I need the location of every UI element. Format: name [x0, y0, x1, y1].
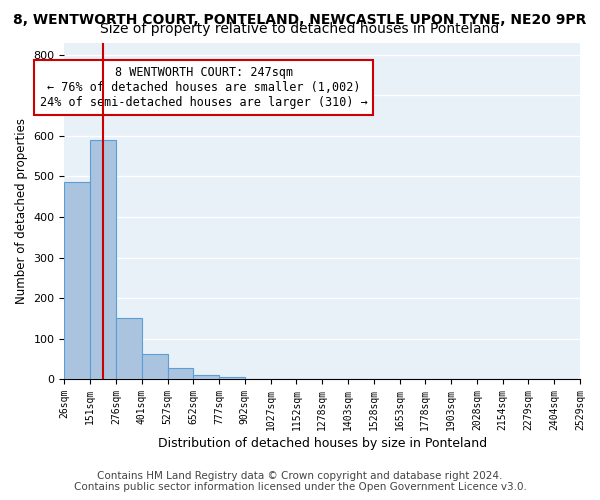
- X-axis label: Distribution of detached houses by size in Ponteland: Distribution of detached houses by size …: [158, 437, 487, 450]
- Bar: [90, 140, 116, 379]
- Text: Size of property relative to detached houses in Ponteland: Size of property relative to detached ho…: [100, 22, 500, 36]
- Bar: [142, 354, 167, 379]
- Bar: [219, 377, 245, 379]
- Text: Contains HM Land Registry data © Crown copyright and database right 2024.
Contai: Contains HM Land Registry data © Crown c…: [74, 471, 526, 492]
- Bar: [64, 182, 90, 379]
- Text: 8 WENTWORTH COURT: 247sqm
← 76% of detached houses are smaller (1,002)
24% of se: 8 WENTWORTH COURT: 247sqm ← 76% of detac…: [40, 66, 367, 109]
- Text: 8, WENTWORTH COURT, PONTELAND, NEWCASTLE UPON TYNE, NE20 9PR: 8, WENTWORTH COURT, PONTELAND, NEWCASTLE…: [13, 12, 587, 26]
- Y-axis label: Number of detached properties: Number of detached properties: [15, 118, 28, 304]
- Bar: [116, 318, 142, 379]
- Bar: [193, 375, 219, 379]
- Bar: [167, 368, 193, 379]
